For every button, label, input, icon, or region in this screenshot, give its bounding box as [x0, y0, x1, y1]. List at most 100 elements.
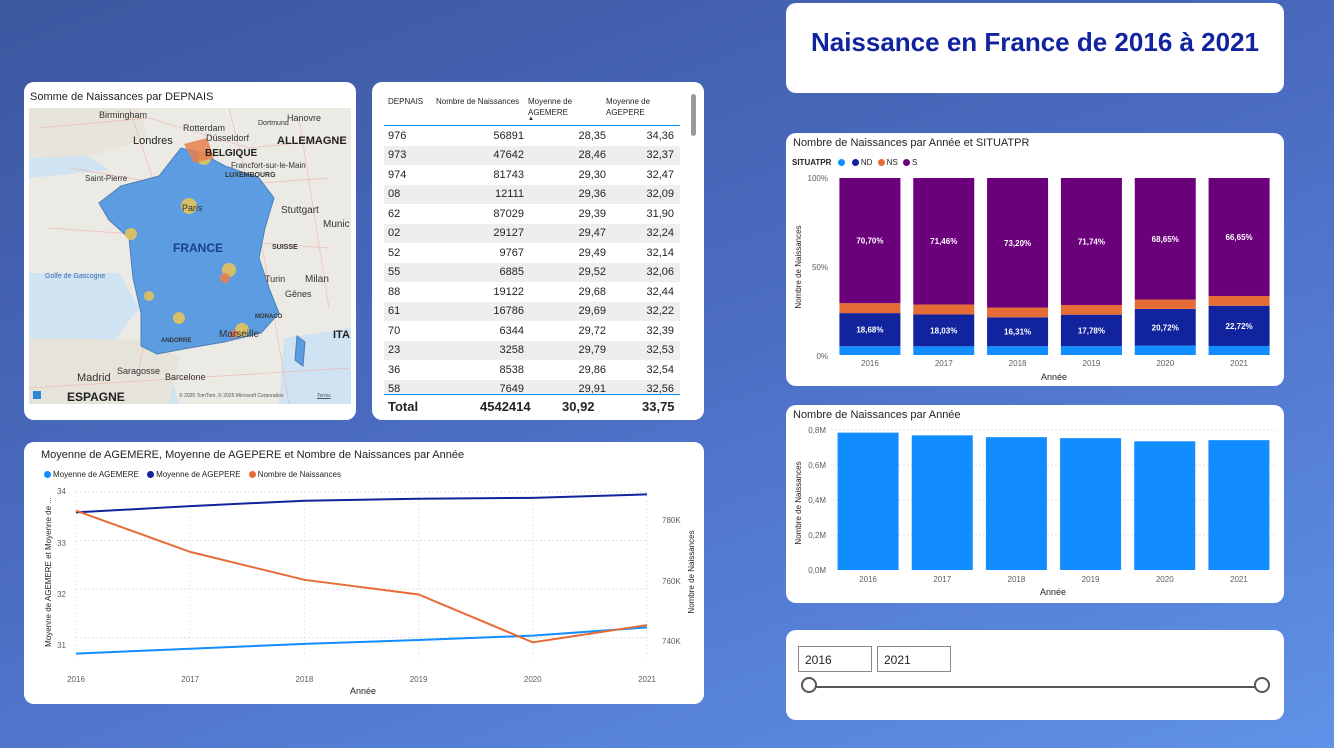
table-row[interactable]: 973 47642 28,46 32,37: [384, 145, 680, 165]
stack-segment-nd[interactable]: [839, 313, 901, 347]
map-terms-link[interactable]: Terms: [317, 393, 331, 399]
slicer-end-input[interactable]: 2021: [877, 646, 951, 672]
stack-segment-s[interactable]: [1060, 178, 1122, 305]
bar-2017[interactable]: [911, 435, 973, 570]
stack-segment-ns[interactable]: [839, 303, 901, 314]
bar-2016[interactable]: [837, 432, 899, 570]
legend-dot-blank: [837, 159, 845, 166]
line-series-agemere[interactable]: [75, 626, 648, 655]
stack-segment-s[interactable]: [1134, 178, 1196, 300]
header-divider: [384, 125, 680, 126]
cell-naissances: 19122: [493, 285, 524, 298]
legend-agemere[interactable]: Moyenne de AGEMERE: [53, 470, 139, 479]
map-label-paris: Paris: [182, 203, 203, 213]
legend-s[interactable]: S: [912, 158, 918, 167]
stack-segment-blank[interactable]: [1208, 345, 1270, 355]
total-naissances: 4542414: [480, 399, 531, 414]
slicer-start-handle[interactable]: [801, 677, 817, 693]
bar-2018[interactable]: [985, 437, 1047, 570]
table-row[interactable]: 70 6344 29,72 32,39: [384, 321, 680, 341]
map-label-birmingham: Birmingham: [99, 110, 148, 120]
table-scrollbar[interactable]: [691, 94, 696, 136]
stack-segment-blank[interactable]: [1060, 346, 1122, 355]
table-row[interactable]: 08 12111 29,36 32,09: [384, 184, 680, 204]
bar-2020[interactable]: [1134, 441, 1196, 570]
table-row[interactable]: 974 81743 29,30 32,47: [384, 165, 680, 185]
stack-segment-nd[interactable]: [1134, 308, 1196, 346]
line-series-naissances[interactable]: [75, 509, 648, 644]
table-row[interactable]: 52 9767 29,49 32,14: [384, 243, 680, 263]
stack-segment-ns[interactable]: [913, 304, 975, 315]
table-row[interactable]: 36 8538 29,86 32,54: [384, 360, 680, 380]
bar-x-tick: 2018: [1008, 575, 1026, 584]
stack-segment-nd[interactable]: [1060, 314, 1122, 347]
bar-2019[interactable]: [1060, 438, 1122, 570]
stack-segment-nd[interactable]: [1208, 305, 1270, 346]
table-row[interactable]: 88 19122 29,68 32,44: [384, 282, 680, 302]
stack-segment-blank[interactable]: [1134, 345, 1196, 355]
map-label-dusseldorf: Düsseldorf: [206, 133, 250, 143]
column-header-agepere[interactable]: Moyenne de AGEPERE: [606, 97, 651, 117]
line-series-agepere[interactable]: [75, 493, 648, 514]
column-header-agemere[interactable]: Moyenne de AGEMERE ▲: [524, 92, 602, 122]
stack-segment-s[interactable]: [913, 178, 975, 305]
stacked-chart-legend: SITUATPR ND NS S: [792, 158, 917, 167]
table-body: 976 56891 28,35 34,36 973 47642 28,46 32,37 974 8…: [384, 126, 680, 408]
map-label-stuttgart: Stuttgart: [281, 205, 319, 216]
table-row[interactable]: 23 3258 29,79 32,53: [384, 340, 680, 360]
line-left-tick-32: 32: [57, 590, 66, 599]
slicer-start-input[interactable]: 2016: [798, 646, 872, 672]
bar-2021[interactable]: [1208, 440, 1270, 570]
stack-segment-s[interactable]: [1208, 178, 1270, 296]
slicer-end-handle[interactable]: [1254, 677, 1270, 693]
cell-depnais: 23: [384, 340, 434, 360]
stack-x-tick: 2016: [861, 359, 879, 368]
cell-agepere: 32,22: [612, 301, 680, 321]
stack-segment-blank[interactable]: [839, 346, 901, 355]
cell-depnais: 70: [388, 324, 401, 337]
stack-x-tick: 2018: [1009, 359, 1027, 368]
cell-depnais: 88: [388, 285, 401, 298]
bar-chart-plot[interactable]: 0,8M 0,6M 0,4M 0,2M 0,0M 2016 2017 2018 201…: [786, 405, 1284, 603]
stack-segment-blank[interactable]: [987, 346, 1049, 355]
legend-nd[interactable]: ND: [860, 158, 873, 167]
cell-depnais: 974: [388, 168, 407, 181]
map-label-allemagne: ALLEMAGNE: [277, 135, 347, 147]
legend-agepere[interactable]: Moyenne de AGEPERE: [156, 470, 241, 479]
map-label-munich: Munic: [323, 219, 350, 230]
stack-segment-ns[interactable]: [1134, 299, 1196, 309]
table-row[interactable]: 61 16786 29,69 32,22: [384, 301, 680, 321]
table-row[interactable]: 976 56891 28,35 34,36: [384, 126, 680, 146]
cell-depnais: 62: [388, 207, 401, 220]
cell-agemere: 29,49: [578, 246, 606, 259]
cell-agepere: 32,39: [646, 324, 674, 337]
column-header-naissances[interactable]: Nombre de Naissances: [436, 97, 520, 106]
line-chart-plot[interactable]: 34 33 32 31 780K 760K 740K 2016 2017 2018 2…: [24, 442, 704, 704]
stack-segment-nd[interactable]: [913, 314, 975, 347]
line-chart-series: [75, 493, 648, 655]
legend-ns[interactable]: NS: [886, 158, 898, 167]
table-row[interactable]: 55 6885 29,52 32,06: [384, 262, 680, 282]
stack-data-label: 68,65%: [1152, 235, 1179, 244]
slicer-track[interactable]: [808, 686, 1264, 688]
stack-segment-ns[interactable]: [1060, 304, 1122, 315]
stack-segment-nd[interactable]: [987, 317, 1049, 347]
stack-segment-s[interactable]: [987, 178, 1049, 308]
table-row[interactable]: 02 29127 29,47 32,24: [384, 223, 680, 243]
cell-depnais: 61: [384, 301, 434, 321]
stacked-chart-plot[interactable]: 100% 50% 0% 18,68% 70,70% 2016 18,03% 71,46%…: [786, 133, 1284, 386]
cell-agemere: 28,46: [530, 145, 612, 165]
line-x-tick: 2020: [524, 675, 542, 684]
table-row[interactable]: 62 87029 29,39 31,90: [384, 204, 680, 224]
stack-data-label: 66,65%: [1226, 233, 1253, 242]
stack-segment-ns[interactable]: [1208, 295, 1270, 306]
stack-data-label: 18,03%: [930, 326, 957, 335]
stack-segment-ns[interactable]: [987, 307, 1049, 318]
stack-segment-blank[interactable]: [913, 346, 975, 355]
map-visual[interactable]: Birmingham Hanovre Rotterdam Dortmund Dü…: [29, 108, 351, 404]
legend-naissances[interactable]: Nombre de Naissances: [257, 470, 341, 479]
column-header-depnais[interactable]: DEPNAIS: [388, 97, 424, 106]
total-agemere: 30,92: [562, 399, 595, 414]
stack-segment-s[interactable]: [839, 178, 901, 304]
stack-data-label: 71,46%: [930, 237, 957, 246]
